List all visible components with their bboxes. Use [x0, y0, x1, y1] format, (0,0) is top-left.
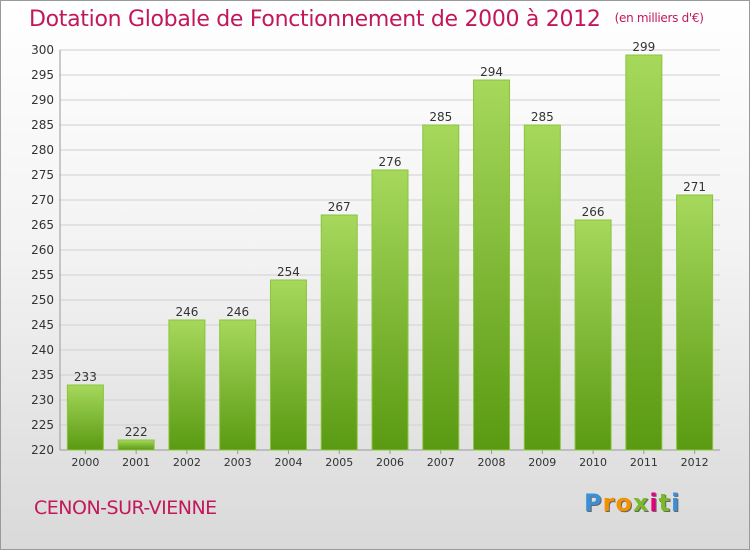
- y-tick-label: 230: [31, 393, 54, 407]
- y-tick-label: 235: [31, 368, 54, 382]
- x-tick-label: 2012: [681, 456, 709, 469]
- value-label: 285: [429, 110, 452, 124]
- logo-letter: t: [658, 489, 672, 517]
- value-label: 222: [125, 425, 148, 439]
- y-tick-label: 265: [31, 218, 54, 232]
- x-tick-label: 2000: [71, 456, 99, 469]
- chart-subtitle: (en milliers d'€): [614, 11, 704, 25]
- bar-2009[interactable]: [523, 124, 561, 451]
- axis-layer: 220 225 230 235 240 245 250 255 260 265 270 275 280 2…: [31, 43, 720, 469]
- x-tick-label: 2005: [325, 456, 353, 469]
- bar-2007[interactable]: [422, 124, 460, 451]
- value-label: 267: [328, 200, 351, 214]
- bar-2012[interactable]: [676, 194, 714, 451]
- y-tick-label: 285: [31, 118, 54, 132]
- value-label: 294: [480, 65, 503, 79]
- x-tick-label: 2004: [274, 456, 302, 469]
- x-tick-label: 2009: [528, 456, 556, 469]
- y-tick-label: 240: [31, 343, 54, 357]
- label-layer: 233 222 246 246 254 267 276 285 294 285 266 299 271: [74, 40, 706, 439]
- logo-letter: x: [632, 489, 650, 517]
- logo-letter: o: [615, 489, 633, 517]
- y-tick-label: 250: [31, 293, 54, 307]
- bar-2003[interactable]: [219, 319, 257, 451]
- bar-2005[interactable]: [320, 214, 358, 451]
- value-label: 276: [379, 155, 402, 169]
- bar-2001[interactable]: [117, 439, 155, 451]
- logo-letter: i: [649, 489, 659, 517]
- commune-name: CENON-SUR-VIENNE: [34, 497, 217, 519]
- value-label: 254: [277, 265, 300, 279]
- y-tick-label: 280: [31, 143, 54, 157]
- bar-2011[interactable]: [625, 54, 663, 451]
- x-tick-label: 2007: [427, 456, 455, 469]
- y-tick-label: 295: [31, 68, 54, 82]
- y-tick-label: 225: [31, 418, 54, 432]
- value-label: 246: [226, 305, 249, 319]
- value-label: 246: [175, 305, 198, 319]
- x-tick-label: 2006: [376, 456, 404, 469]
- bar-2010[interactable]: [574, 219, 612, 451]
- proxiti-logo[interactable]: Proxiti: [584, 489, 680, 517]
- x-tick-label: 2001: [122, 456, 150, 469]
- value-label: 266: [582, 205, 605, 219]
- value-label: 285: [531, 110, 554, 124]
- x-tick-label: 2011: [630, 456, 658, 469]
- y-tick-label: 270: [31, 193, 54, 207]
- bar-2002[interactable]: [168, 319, 206, 451]
- x-tick-label: 2010: [579, 456, 607, 469]
- y-tick-label: 220: [31, 443, 54, 457]
- title-text: Dotation Globale de Fonctionnement de 20…: [29, 7, 601, 32]
- y-tick-label: 300: [31, 43, 54, 57]
- logo-letter: P: [584, 489, 603, 517]
- y-tick-label: 275: [31, 168, 54, 182]
- x-tick-label: 2003: [224, 456, 252, 469]
- logo-letter: i: [671, 489, 681, 517]
- y-tick-label: 260: [31, 243, 54, 257]
- bar-2008[interactable]: [473, 79, 511, 451]
- x-tick-label: 2002: [173, 456, 201, 469]
- value-label: 299: [632, 40, 655, 54]
- y-tick-label: 245: [31, 318, 54, 332]
- value-label: 271: [683, 180, 706, 194]
- logo-letter: r: [602, 489, 616, 517]
- y-tick-label: 290: [31, 93, 54, 107]
- value-label: 233: [74, 370, 97, 384]
- chart-title: Dotation Globale de Fonctionnement de 20…: [29, 7, 704, 32]
- x-tick-label: 2008: [478, 456, 506, 469]
- y-tick-label: 255: [31, 268, 54, 282]
- bar-2000[interactable]: [66, 384, 104, 451]
- bar-2004[interactable]: [269, 279, 307, 451]
- bar-layer: [66, 54, 714, 451]
- bar-2006[interactable]: [371, 169, 409, 451]
